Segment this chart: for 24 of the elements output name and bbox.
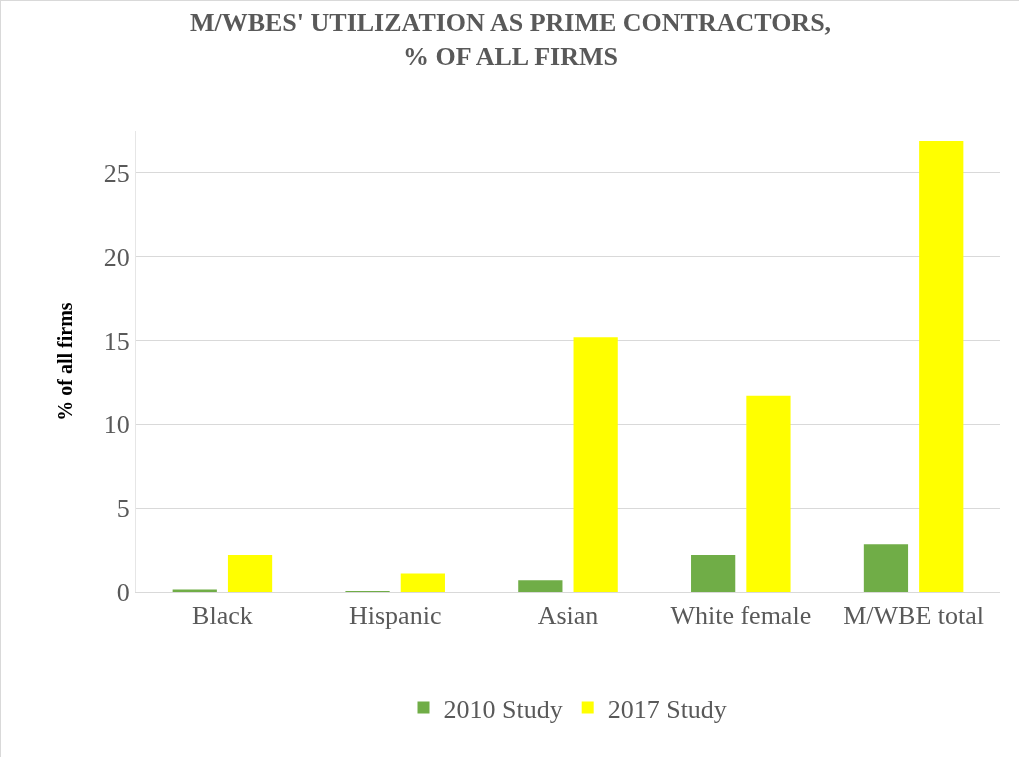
y-tick-label: 15 [103,326,130,356]
y-tick-label: 10 [103,410,130,440]
legend-label: 2017 Study [607,694,727,724]
bar [172,589,217,592]
legend-label: 2010 Study [443,694,563,724]
y-tick-label: 5 [116,494,130,524]
y-tick-label: 25 [103,159,130,189]
y-tick-label: 20 [103,242,130,272]
bar [691,555,736,592]
x-tick-label: Hispanic [348,601,442,631]
bar [400,573,445,592]
x-tick-label: Asian [537,601,599,631]
bar [518,580,563,592]
bar [919,141,964,592]
bar [863,544,909,592]
x-tick-label: White female [670,601,812,631]
y-axis-title: % of all firms [54,302,77,421]
chart-title: M/WBES' UTILIZATION AS PRIME CONTRACTORS, % OF ALL FIRMS [189,8,832,72]
bar [227,555,273,592]
bar [746,395,791,592]
x-tick-label: M/WBE total [843,601,985,631]
bar [573,337,618,592]
y-tick-label: 0 [116,578,130,608]
x-tick-label: Black [192,601,253,631]
